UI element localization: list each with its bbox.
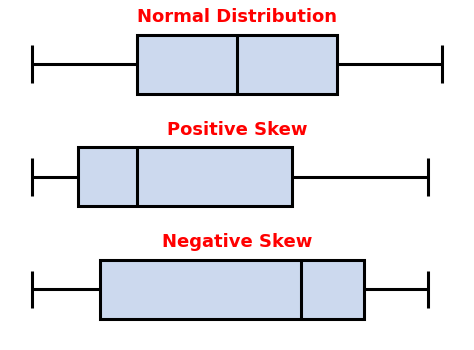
Text: Negative Skew: Negative Skew xyxy=(162,233,312,251)
Bar xyxy=(78,147,292,206)
Text: Positive Skew: Positive Skew xyxy=(167,121,307,139)
Bar xyxy=(100,260,365,319)
Text: Normal Distribution: Normal Distribution xyxy=(137,8,337,26)
Bar xyxy=(137,35,337,93)
